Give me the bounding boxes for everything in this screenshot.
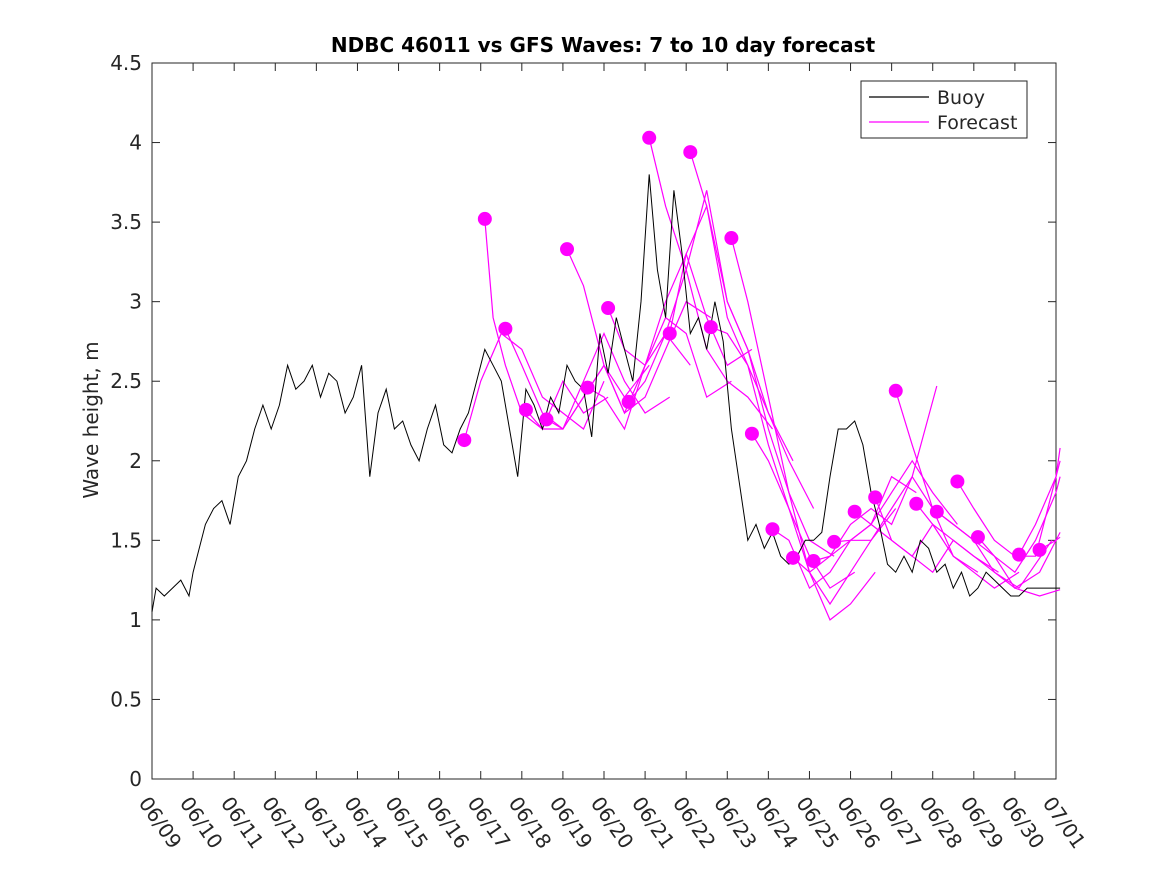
y-tick-label: 3.5 — [110, 210, 142, 234]
forecast-line — [730, 237, 876, 621]
forecast-start-point — [477, 211, 492, 226]
forecast-start-point — [518, 402, 533, 417]
forecast-start-point — [847, 504, 862, 519]
forecast-start-point — [662, 326, 677, 341]
forecast-start-point — [539, 412, 554, 427]
forecast-line — [1018, 447, 1061, 555]
forecast-line — [689, 151, 835, 557]
y-axis-label: Wave height, m — [79, 341, 103, 498]
forecast-start-point — [950, 474, 965, 489]
forecast-start-point — [498, 321, 513, 336]
forecast-line — [915, 503, 1061, 597]
forecast-line — [463, 332, 605, 441]
forecast-start-point — [1032, 542, 1047, 557]
forecast-start-point — [601, 301, 616, 316]
legend-label: Buoy — [937, 87, 985, 109]
buoy-line — [151, 174, 1061, 612]
y-tick-label: 0 — [129, 767, 142, 791]
forecast-start-point — [765, 522, 780, 537]
forecast-start-point — [888, 383, 903, 398]
forecast-line — [710, 326, 856, 589]
forecast-start-point — [970, 530, 985, 545]
forecast-start-point — [457, 433, 472, 448]
forecast-line — [628, 267, 773, 430]
forecast-line — [751, 433, 897, 606]
forecast-line — [956, 460, 1061, 557]
forecast-start-point — [786, 550, 801, 565]
y-tick-label: 1 — [129, 608, 142, 632]
legend-box — [860, 80, 1028, 139]
forecast-start-point — [703, 320, 718, 335]
forecast-start-point — [827, 534, 842, 549]
y-tick-label: 4.5 — [110, 51, 142, 75]
forecast-line — [772, 475, 917, 590]
forecast-start-point — [909, 496, 924, 511]
forecast-start-point — [683, 145, 698, 160]
chart-title: NDBC 46011 vs GFS Waves: 7 to 10 day for… — [331, 33, 876, 57]
forecast-line — [607, 252, 753, 367]
forecast-line — [587, 316, 732, 431]
legend-label: Forecast — [937, 112, 1017, 134]
forecast-start-point — [929, 504, 944, 519]
forecast-start-point — [806, 554, 821, 569]
y-tick-label: 2 — [129, 449, 142, 473]
forecast-line — [813, 459, 958, 562]
forecast-start-point — [580, 380, 595, 395]
plot-area: 00.511.522.533.544.506/0906/1006/1106/12… — [110, 51, 1090, 853]
forecast-line — [648, 137, 794, 462]
forecast-start-point — [560, 242, 575, 257]
forecast-line — [669, 204, 815, 509]
y-tick-label: 4 — [129, 131, 142, 155]
y-tick-label: 1.5 — [110, 528, 142, 552]
forecast-start-point — [868, 490, 883, 505]
forecast-start-point — [744, 426, 759, 441]
y-tick-label: 0.5 — [110, 687, 142, 711]
axes-box — [151, 62, 1057, 780]
forecast-start-point — [724, 231, 739, 246]
forecast-line — [525, 331, 671, 430]
y-tick-label: 3 — [129, 290, 142, 314]
forecast-line — [484, 218, 609, 430]
forecast-line — [834, 475, 979, 573]
forecast-start-point — [621, 394, 636, 409]
forecast-line — [874, 497, 1020, 589]
forecast-start-point — [642, 130, 657, 145]
forecast-start-point — [1012, 547, 1027, 562]
y-tick-label: 2.5 — [110, 369, 142, 393]
